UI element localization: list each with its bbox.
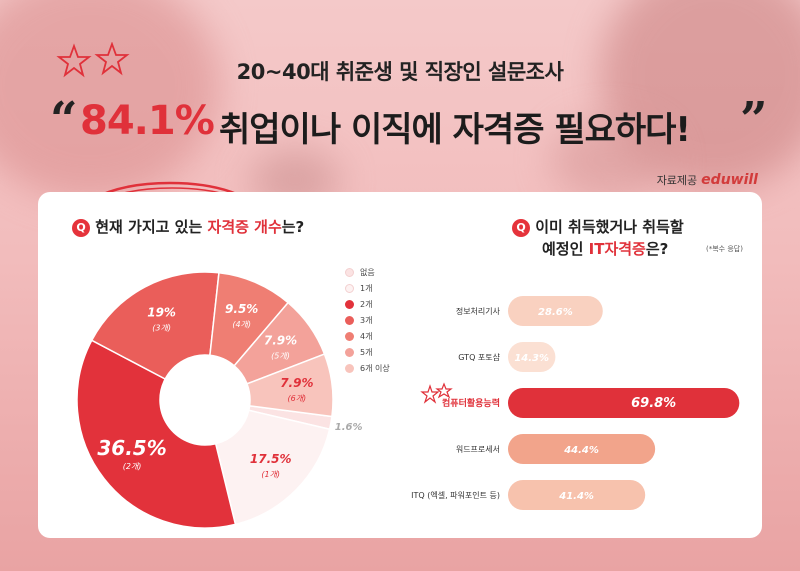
bar-value-3: 44.4%	[563, 445, 599, 456]
legend-label: 없음	[360, 267, 375, 277]
bar-category-2: 컴퓨터활용능력	[442, 397, 500, 409]
star-icon	[435, 382, 453, 399]
bar-category-1: GTQ 포토샵	[458, 352, 500, 362]
bar-value-4: 41.4%	[558, 491, 594, 502]
donut-label-6: 7.9%	[280, 376, 313, 390]
brand-logo: eduwill	[701, 172, 758, 188]
legend-label: 1개	[360, 283, 373, 293]
legend-swatch	[345, 283, 354, 293]
question-badge: Q	[72, 218, 90, 237]
legend-item-1: 1개	[345, 280, 390, 296]
bar-0	[508, 296, 603, 326]
headline-text: 취업이나 이직에 자격증 필요하다!	[219, 110, 691, 150]
donut-slice-3	[90, 271, 220, 381]
donut-label-2: 36.5%	[97, 436, 166, 460]
legend-swatch	[345, 299, 354, 309]
donut-label-4: 9.5%	[225, 302, 258, 316]
donut-label-3: 19%	[147, 305, 176, 319]
left-question-text-b: 는?	[281, 218, 305, 236]
legend-swatch	[345, 315, 354, 325]
headline: “ 84.1% 취업이나 이직에 자격증 필요하다! ”	[44, 92, 768, 245]
right-question-line1: 이미 취득했거나 취득할	[535, 218, 684, 236]
legend-label: 4개	[360, 331, 373, 341]
subtitle: 20~40대 취준생 및 직장인 설문조사	[236, 60, 564, 84]
star-icon	[420, 384, 440, 404]
donut-count-label-6: (6개)	[287, 394, 306, 403]
donut-count-label-4: (4개)	[232, 320, 251, 329]
bar-2	[508, 388, 740, 418]
bar-category-4: ITQ (엑셀, 파워포인트 등)	[411, 490, 500, 500]
bar-4	[508, 480, 646, 510]
close-quote: ”	[740, 92, 768, 148]
legend-swatch	[345, 363, 354, 373]
legend-swatch	[345, 267, 354, 277]
donut-legend: 없음 1개 2개 3개 4개 5개 6개 이상	[345, 264, 390, 376]
headline-percent: 84.1%	[80, 98, 215, 144]
stars-decoration-icon	[56, 42, 130, 78]
bar-value-1: 14.3%	[514, 353, 549, 364]
legend-swatch	[345, 331, 354, 341]
legend-label: 3개	[360, 315, 373, 325]
legend-item-5: 5개	[345, 344, 390, 360]
bar-value-0: 28.6%	[538, 307, 573, 318]
donut-slice-2	[76, 339, 237, 529]
left-question-text-a: 현재 가지고 있는	[95, 218, 208, 236]
legend-item-4: 4개	[345, 328, 390, 344]
left-question: Q 현재 가지고 있는 자격증 개수는?	[72, 216, 304, 237]
donut-label-5: 7.9%	[264, 334, 297, 348]
donut-label-0: 1.6%	[335, 422, 363, 433]
legend-item-6: 6개 이상	[345, 360, 390, 376]
bar-3	[508, 434, 656, 464]
donut-count-label-1: (1개)	[261, 470, 280, 479]
donut-count-label-2: (2개)	[123, 462, 142, 471]
right-question-line2-a: 예정인	[542, 240, 589, 258]
bar-category-0: 정보처리기사	[456, 306, 501, 316]
donut-slice-6	[246, 353, 334, 418]
left-question-highlight: 자격증 개수	[207, 218, 282, 236]
donut-slice-1	[214, 409, 331, 526]
multiple-answer-note: (*복수 응답)	[706, 245, 743, 253]
question-badge: Q	[512, 218, 530, 237]
legend-item-2: 2개	[345, 296, 390, 312]
legend-swatch	[345, 347, 354, 357]
credit: 자료제공 eduwill	[657, 172, 758, 188]
bar-1	[508, 342, 556, 372]
legend-item-0: 없음	[345, 264, 390, 280]
legend-item-3: 3개	[345, 312, 390, 328]
bar-chart: 정보처리기사 28.6% GTQ 포토샵 14.3% 컴퓨터활용능력 69.8% 워드프로세…	[411, 296, 740, 510]
open-quote: “	[50, 92, 78, 148]
legend-label: 5개	[360, 347, 373, 357]
donut-chart: 1.6% 17.5% (1개) 36.5% (2개) 19% (3개) 9.5% (4개) 7.9…	[76, 271, 363, 529]
donut-count-label-5: (5개)	[271, 352, 290, 361]
header: 20~40대 취준생 및 직장인 설문조사 “ 84.1% 취업이나 이직에 자…	[0, 0, 800, 245]
donut-label-1: 17.5%	[250, 452, 292, 466]
right-question-line2-b: 은?	[645, 240, 669, 258]
bar-category-3: 워드프로세서	[456, 445, 500, 454]
right-question: Q 이미 취득했거나 취득할 예정인 IT자격증은?	[512, 216, 684, 260]
right-question-highlight: IT자격증	[588, 240, 646, 258]
donut-count-label-3: (3개)	[152, 323, 171, 332]
credit-label: 자료제공	[656, 174, 698, 187]
legend-label: 6개 이상	[360, 363, 390, 373]
bar-value-2: 69.8%	[631, 396, 676, 411]
legend-label: 2개	[360, 299, 373, 309]
